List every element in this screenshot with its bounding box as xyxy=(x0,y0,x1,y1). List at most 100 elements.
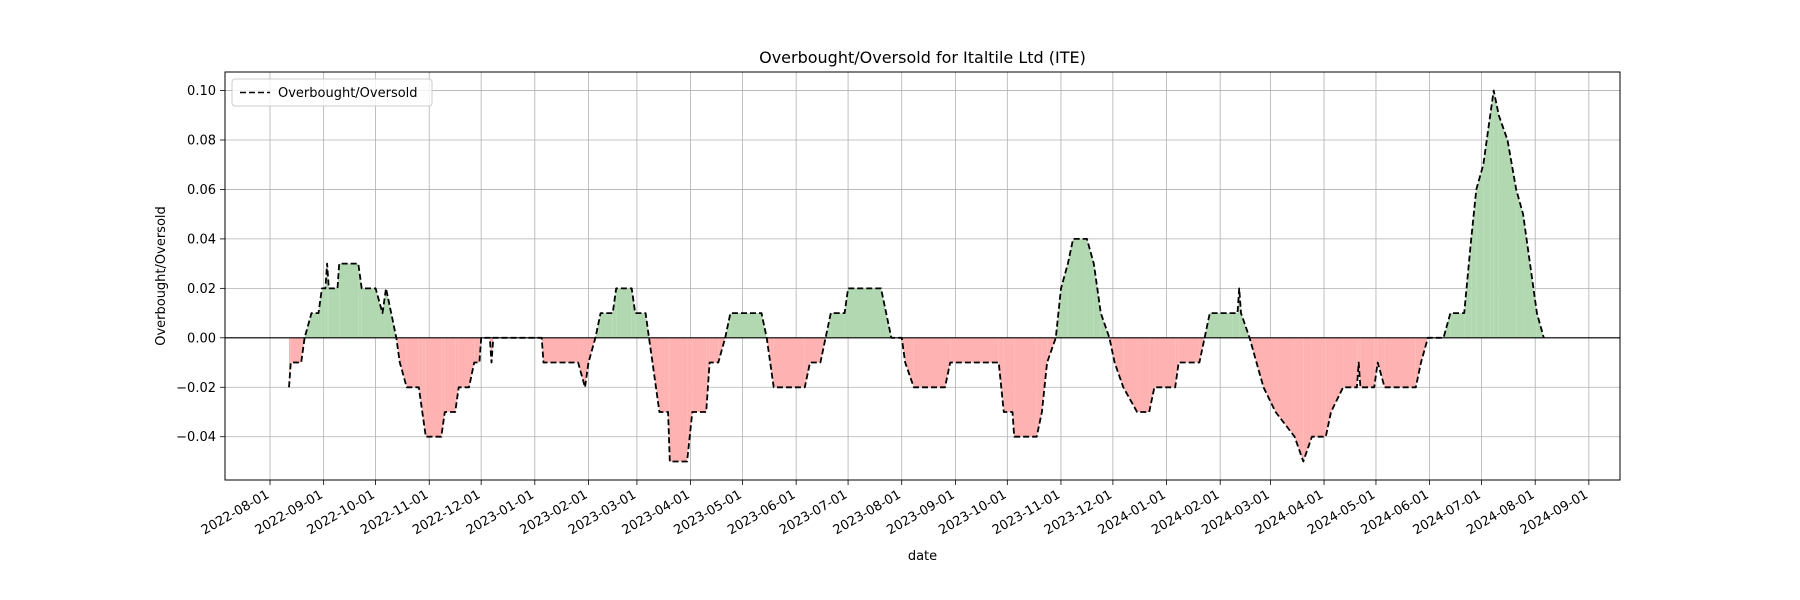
negative-fill xyxy=(1036,337,1042,437)
positive-fill xyxy=(1516,189,1524,338)
negative-fill xyxy=(905,337,914,388)
positive-fill xyxy=(600,313,613,338)
positive-fill xyxy=(358,263,362,338)
positive-fill xyxy=(1060,263,1068,338)
negative-fill xyxy=(1415,337,1421,388)
plot-frame xyxy=(224,71,1621,481)
negative-fill xyxy=(469,337,475,388)
y-tick-label: 0.04 xyxy=(187,232,216,247)
negative-fill xyxy=(479,337,482,363)
y-tick-label: 0.00 xyxy=(187,331,216,346)
negative-fill xyxy=(458,337,470,388)
positive-fill xyxy=(385,288,392,338)
positive-fill xyxy=(1232,313,1238,338)
negative-fill xyxy=(810,337,821,363)
negative-fill xyxy=(1275,337,1295,437)
positive-fill xyxy=(730,313,762,338)
negative-fill xyxy=(692,337,707,412)
y-tick-label: −0.04 xyxy=(176,430,216,445)
negative-fill xyxy=(1178,337,1200,363)
area-fills xyxy=(289,90,1544,462)
positive-fill xyxy=(318,288,322,338)
negative-fill xyxy=(1294,337,1304,462)
positive-fill xyxy=(1209,313,1233,338)
positive-fill xyxy=(1067,238,1074,338)
positive-fill xyxy=(848,288,881,338)
positive-fill xyxy=(1490,90,1494,338)
positive-fill xyxy=(725,313,731,338)
negative-fill xyxy=(687,337,693,462)
positive-fill xyxy=(645,313,650,338)
negative-fill xyxy=(1154,337,1176,388)
negative-fill xyxy=(913,337,945,388)
chart-title: Overbought/Oversold for Italtile Ltd (IT… xyxy=(759,48,1086,67)
negative-fill xyxy=(1263,337,1276,412)
y-tick-label: −0.02 xyxy=(176,381,216,396)
negative-fill xyxy=(1330,337,1344,412)
positive-fill xyxy=(1239,288,1241,338)
positive-fill xyxy=(1483,115,1491,338)
negative-fill xyxy=(1003,337,1013,412)
positive-fill xyxy=(1530,263,1537,338)
positive-fill xyxy=(328,288,338,338)
positive-fill xyxy=(311,313,319,338)
positive-fill xyxy=(830,313,845,338)
positive-fill xyxy=(1471,189,1477,338)
negative-fill xyxy=(706,337,710,412)
negative-fill xyxy=(1114,337,1124,388)
legend-entry: Overbought/Oversold xyxy=(278,86,418,101)
negative-fill xyxy=(406,337,419,388)
negative-fill xyxy=(1137,337,1150,412)
negative-fill xyxy=(1343,337,1357,388)
positive-fill xyxy=(321,288,326,338)
negative-fill xyxy=(399,337,407,388)
x-axis-label: date xyxy=(908,549,937,564)
y-tick-label: 0.08 xyxy=(187,134,216,149)
y-tick-label: 0.10 xyxy=(187,84,216,99)
y-axis-ticks: −0.04 −0.02 0.00 0.02 0.04 0.06 0.08 0.10 xyxy=(176,84,225,445)
negative-fill xyxy=(804,337,810,388)
positive-fill xyxy=(361,288,376,338)
positive-fill xyxy=(1493,90,1499,338)
positive-fill xyxy=(375,288,383,338)
negative-fill xyxy=(1256,337,1264,388)
positive-fill xyxy=(635,313,646,338)
legend-box xyxy=(231,78,433,107)
negative-fill xyxy=(1356,337,1359,388)
negative-fill xyxy=(1374,337,1378,388)
negative-fill xyxy=(543,337,579,363)
positive-fill xyxy=(1464,238,1472,338)
negative-fill xyxy=(718,337,726,363)
negative-fill xyxy=(1325,337,1331,437)
negative-fill xyxy=(669,337,688,462)
positive-fill xyxy=(1476,164,1484,338)
negative-fill xyxy=(444,337,456,412)
positive-fill xyxy=(1498,115,1508,338)
negative-fill xyxy=(474,337,480,363)
negative-fill xyxy=(1377,337,1385,388)
negative-fill xyxy=(578,337,585,388)
y-axis-label: Overbought/Oversold xyxy=(154,206,169,346)
positive-fill xyxy=(1507,140,1517,338)
positive-fill xyxy=(1073,238,1087,338)
negative-fill xyxy=(1360,337,1375,388)
negative-fill xyxy=(425,337,442,437)
negative-fill xyxy=(1303,337,1312,462)
positive-fill xyxy=(616,288,632,338)
negative-fill xyxy=(709,337,719,363)
y-tick-label: 0.06 xyxy=(187,183,216,198)
legend: Overbought/Oversold xyxy=(231,78,433,107)
positive-fill xyxy=(880,288,887,338)
negative-fill xyxy=(649,337,653,363)
positive-fill xyxy=(1450,313,1465,338)
negative-fill xyxy=(950,337,999,363)
positive-fill xyxy=(1523,214,1530,338)
negative-fill xyxy=(1311,337,1326,437)
negative-fill xyxy=(290,337,302,363)
negative-fill xyxy=(1014,337,1037,437)
negative-fill xyxy=(773,337,805,388)
y-tick-label: 0.02 xyxy=(187,282,216,297)
series-line-overbought-oversold xyxy=(288,89,1545,463)
positive-fill xyxy=(1086,238,1094,338)
